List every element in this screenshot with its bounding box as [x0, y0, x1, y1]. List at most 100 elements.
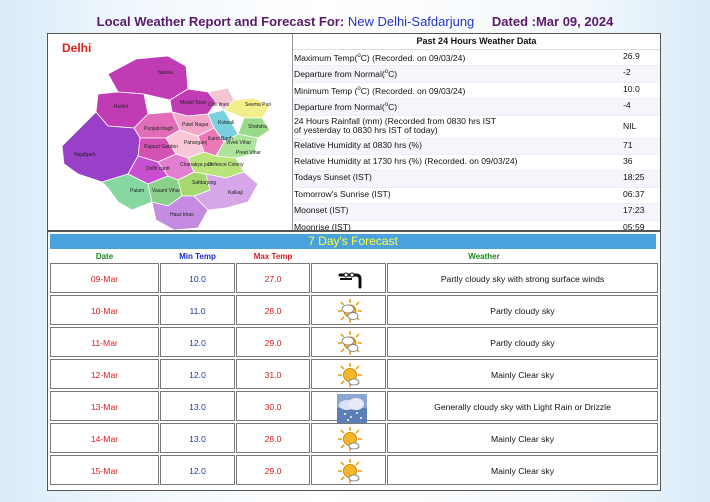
map-title: Delhi — [62, 41, 92, 55]
forecast-weather: Partly cloudy sky — [387, 295, 658, 325]
forecast-icon-cell — [311, 359, 386, 389]
forecast-icon-cell — [311, 295, 386, 325]
forecast-weather: Partly cloudy sky with strong surface wi… — [387, 263, 658, 293]
forecast-min-temp: 11.0 — [160, 295, 235, 325]
forecast-max-temp: 31.0 — [236, 359, 310, 389]
forecast-date: 13-Mar — [50, 391, 159, 421]
past-24h-heading: Past 24 Hours Weather Data — [293, 34, 660, 50]
forecast-max-temp: 29.0 — [236, 327, 310, 357]
row-label: Relative Humidity at 0830 hrs (%) — [294, 139, 422, 150]
forecast-date: 15-Mar — [50, 455, 159, 485]
header-date: Date — [95, 252, 114, 261]
max-temp-departure-row: Departure from Normal(oC) -2 — [293, 66, 660, 83]
svg-text:Narela: Narela — [158, 70, 173, 76]
sunrise-row: Tomorrow's Sunrise (IST) 06:37 — [293, 188, 660, 205]
row-label: Relative Humidity at 1730 hrs (%) (Recor… — [294, 155, 518, 166]
moonset-row: Moonset (IST) 17:23 — [293, 204, 660, 221]
forecast-min-temp: 12.0 — [160, 359, 235, 389]
svg-text:Karol Bagh: Karol Bagh — [208, 136, 233, 142]
delhi-district-map: Narela Rohini Model Town Civil lines See… — [61, 55, 271, 230]
forecast-max-temp: 27.0 — [236, 263, 310, 293]
svg-text:Paharganj: Paharganj — [184, 140, 207, 146]
forecast-icon-cell — [311, 327, 386, 357]
row-value: 36 — [623, 155, 633, 166]
title-location: New Delhi-Safdarjung — [347, 14, 475, 29]
row-label: Departure from Normal(oC) — [294, 69, 398, 80]
forecast-icon-cell — [311, 423, 386, 453]
row-value: -4 — [623, 100, 631, 111]
header-weather: Weather — [468, 252, 500, 261]
svg-text:Delhi cantt: Delhi cantt — [146, 166, 170, 172]
row-label: Todays Sunset (IST) — [294, 172, 372, 183]
svg-text:Vivek Vihar: Vivek Vihar — [226, 140, 251, 146]
svg-text:Patel Nagar: Patel Nagar — [182, 122, 209, 128]
svg-text:Chanakya puri: Chanakya puri — [180, 162, 212, 168]
svg-text:Kalkaji: Kalkaji — [228, 190, 243, 196]
forecast-weather: Mainly Clear sky — [387, 359, 658, 389]
forecast-date: 11-Mar — [50, 327, 159, 357]
min-temp-departure-row: Departure from Normal(oC) -4 — [293, 99, 660, 116]
forecast-max-temp: 30.0 — [236, 391, 310, 421]
row-value: 26.9 — [623, 51, 640, 61]
forecast-date: 09-Mar — [50, 263, 159, 293]
title-date: Dated :Mar 09, 2024 — [491, 14, 614, 29]
min-temp-row: Minimum Temp (oC) (Recorded. on 09/03/24… — [293, 83, 660, 100]
sunset-row: Todays Sunset (IST) 18:25 — [293, 171, 660, 188]
row-label: Moonrise (IST) — [294, 221, 351, 232]
humidity-0830-row: Relative Humidity at 0830 hrs (%) 71 — [293, 138, 660, 155]
row-label: Minimum Temp (oC) (Recorded. on 09/03/24… — [294, 85, 466, 96]
forecast-date: 12-Mar — [50, 359, 159, 389]
forecast-icon-cell — [311, 263, 386, 293]
svg-text:Vasant Vihar: Vasant Vihar — [152, 188, 181, 194]
forecast-icon-cell — [311, 391, 386, 424]
forecast-row: 14-Mar 13.0 28.0 Mainly Clear sky — [50, 423, 658, 453]
forecast-icon-cell — [311, 455, 386, 485]
row-value: -2 — [623, 67, 631, 78]
forecast-row: 12-Mar 12.0 31.0 Mainly Clear sky — [50, 359, 658, 389]
top-panel: Narela Rohini Model Town Civil lines See… — [47, 33, 661, 237]
forecast-min-temp: 12.0 — [160, 455, 235, 485]
forecast-min-temp: 13.0 — [160, 423, 235, 453]
svg-text:Palam: Palam — [130, 188, 144, 194]
forecast-max-temp: 28.0 — [236, 423, 310, 453]
forecast-panel: 7 Day's Forecast Date Min Temp Max Temp … — [47, 231, 661, 491]
forecast-row: 11-Mar 12.0 29.0 Partly cloudy sky — [50, 327, 658, 357]
svg-text:Civil lines: Civil lines — [208, 102, 230, 108]
forecast-max-temp: 28.0 — [236, 295, 310, 325]
row-value: 05:59 — [623, 221, 645, 232]
humidity-1730-row: Relative Humidity at 1730 hrs (%) (Recor… — [293, 155, 660, 172]
row-value: 18:25 — [623, 172, 645, 183]
forecast-min-temp: 10.0 — [160, 263, 235, 293]
forecast-weather: Partly cloudy sky — [387, 327, 658, 357]
forecast-min-temp: 13.0 — [160, 391, 235, 421]
forecast-weather: Generally cloudy sky with Light Rain or … — [387, 391, 658, 421]
forecast-max-temp: 29.0 — [236, 455, 310, 485]
forecast-min-temp: 12.0 — [160, 327, 235, 357]
forecast-weather: Mainly Clear sky — [387, 423, 658, 453]
max-temp-row: Maximum Temp(oC) (Recorded. on 09/03/24)… — [293, 50, 660, 67]
forecast-date: 14-Mar — [50, 423, 159, 453]
svg-text:Rohini: Rohini — [114, 104, 128, 110]
row-label: Moonset (IST) — [294, 205, 349, 216]
forecast-row: 10-Mar 11.0 28.0 Partly cloudy sky — [50, 295, 658, 325]
past-24h-table: Past 24 Hours Weather Data Maximum Temp(… — [293, 34, 660, 237]
row-label: Tomorrow's Sunrise (IST) — [294, 188, 391, 199]
row-value: 17:23 — [623, 205, 645, 216]
svg-text:Shahdra: Shahdra — [248, 124, 267, 130]
svg-text:Hauz khas: Hauz khas — [170, 212, 194, 218]
row-value: 71 — [623, 139, 633, 150]
forecast-title: 7 Day's Forecast — [50, 234, 656, 249]
row-value: NIL — [623, 120, 637, 131]
forecast-row: 15-Mar 12.0 29.0 Mainly Clear sky — [50, 455, 658, 485]
delhi-map-panel: Narela Rohini Model Town Civil lines See… — [48, 34, 293, 230]
svg-text:Safdarjung: Safdarjung — [192, 180, 216, 186]
forecast-date: 10-Mar — [50, 295, 159, 325]
svg-text:Punjabi bagh: Punjabi bagh — [144, 126, 173, 132]
svg-text:Preet Vihar: Preet Vihar — [236, 150, 261, 156]
row-value: 10.0 — [623, 83, 640, 94]
row-label: Maximum Temp(oC) (Recorded. on 09/03/24) — [294, 52, 466, 63]
svg-text:Najafgarh: Najafgarh — [74, 152, 96, 158]
forecast-row: 13-Mar 13.0 30.0 Generally cloudy sky with … — [50, 391, 658, 424]
header-min-temp: Min Temp — [179, 252, 216, 261]
row-label: 24 Hours Rainfall (mm) (Recorded from 08… — [294, 115, 497, 135]
